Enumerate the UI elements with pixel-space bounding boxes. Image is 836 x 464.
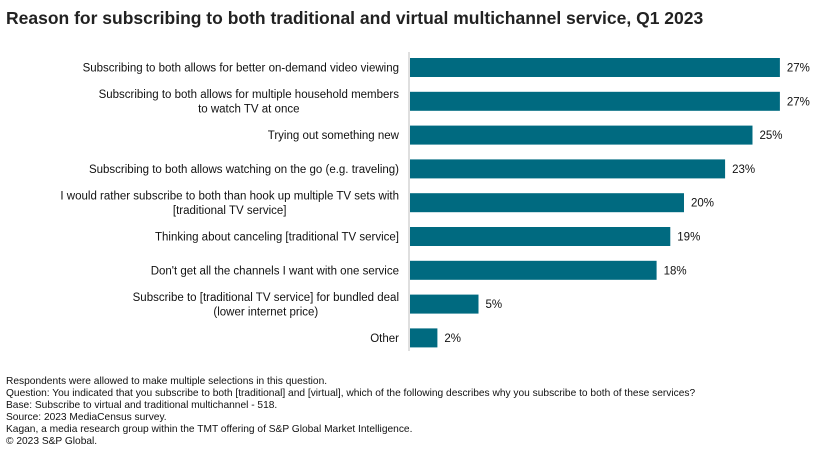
footnote-line: Question: You indicated that you subscri… <box>6 388 696 400</box>
value-label: 2% <box>444 333 461 345</box>
value-label: 27% <box>787 96 810 108</box>
category-label: Subscribing to both allows watching on t… <box>89 164 399 176</box>
footnote-line: Source: 2023 MediaCensus survey. <box>6 412 167 424</box>
footnote-line: Respondents were allowed to make multipl… <box>6 376 328 387</box>
bar <box>410 58 780 77</box>
bar <box>410 193 684 213</box>
value-label: 19% <box>677 232 700 244</box>
bar <box>410 91 780 111</box>
category-label: Subscribing to both allows for multiple … <box>99 89 400 101</box>
category-label: I would rather subscribe to both than ho… <box>60 190 399 202</box>
bar <box>410 125 753 145</box>
value-label: 25% <box>759 130 782 142</box>
category-label: Don't get all the channels I want with o… <box>151 265 399 277</box>
category-label: Thinking about canceling [traditional TV… <box>155 232 399 244</box>
value-label: 18% <box>664 265 687 277</box>
bar <box>410 159 726 179</box>
bar-chart: 27% Subscribing to both allows for better… <box>60 52 810 351</box>
bar <box>410 328 438 348</box>
chart-title: Reason for subscribing to both tradition… <box>6 8 704 28</box>
category-label: [traditional TV service] <box>173 205 287 217</box>
value-label: 5% <box>485 299 502 311</box>
value-label: 23% <box>732 164 755 176</box>
category-label: Other <box>370 333 399 345</box>
category-label: (lower internet price) <box>213 306 318 318</box>
category-label: to watch TV at once <box>198 104 299 116</box>
footnote-line: Base: Subscribe to virtual and tradition… <box>6 400 278 412</box>
category-label: Trying out something new <box>268 130 400 142</box>
footnote-line: © 2023 S&P Global. <box>6 436 98 448</box>
bar <box>410 294 479 314</box>
footnotes: Respondents were allowed to make multipl… <box>6 376 695 449</box>
footnote-line: Kagan, a media research group within the… <box>6 424 413 436</box>
category-label: Subscribe to [traditional TV service] fo… <box>133 292 399 304</box>
value-label: 20% <box>691 198 714 210</box>
value-label: 27% <box>787 63 810 75</box>
category-label: Subscribing to both allows for better on… <box>83 63 399 75</box>
bar <box>410 227 671 246</box>
bar <box>410 260 657 280</box>
